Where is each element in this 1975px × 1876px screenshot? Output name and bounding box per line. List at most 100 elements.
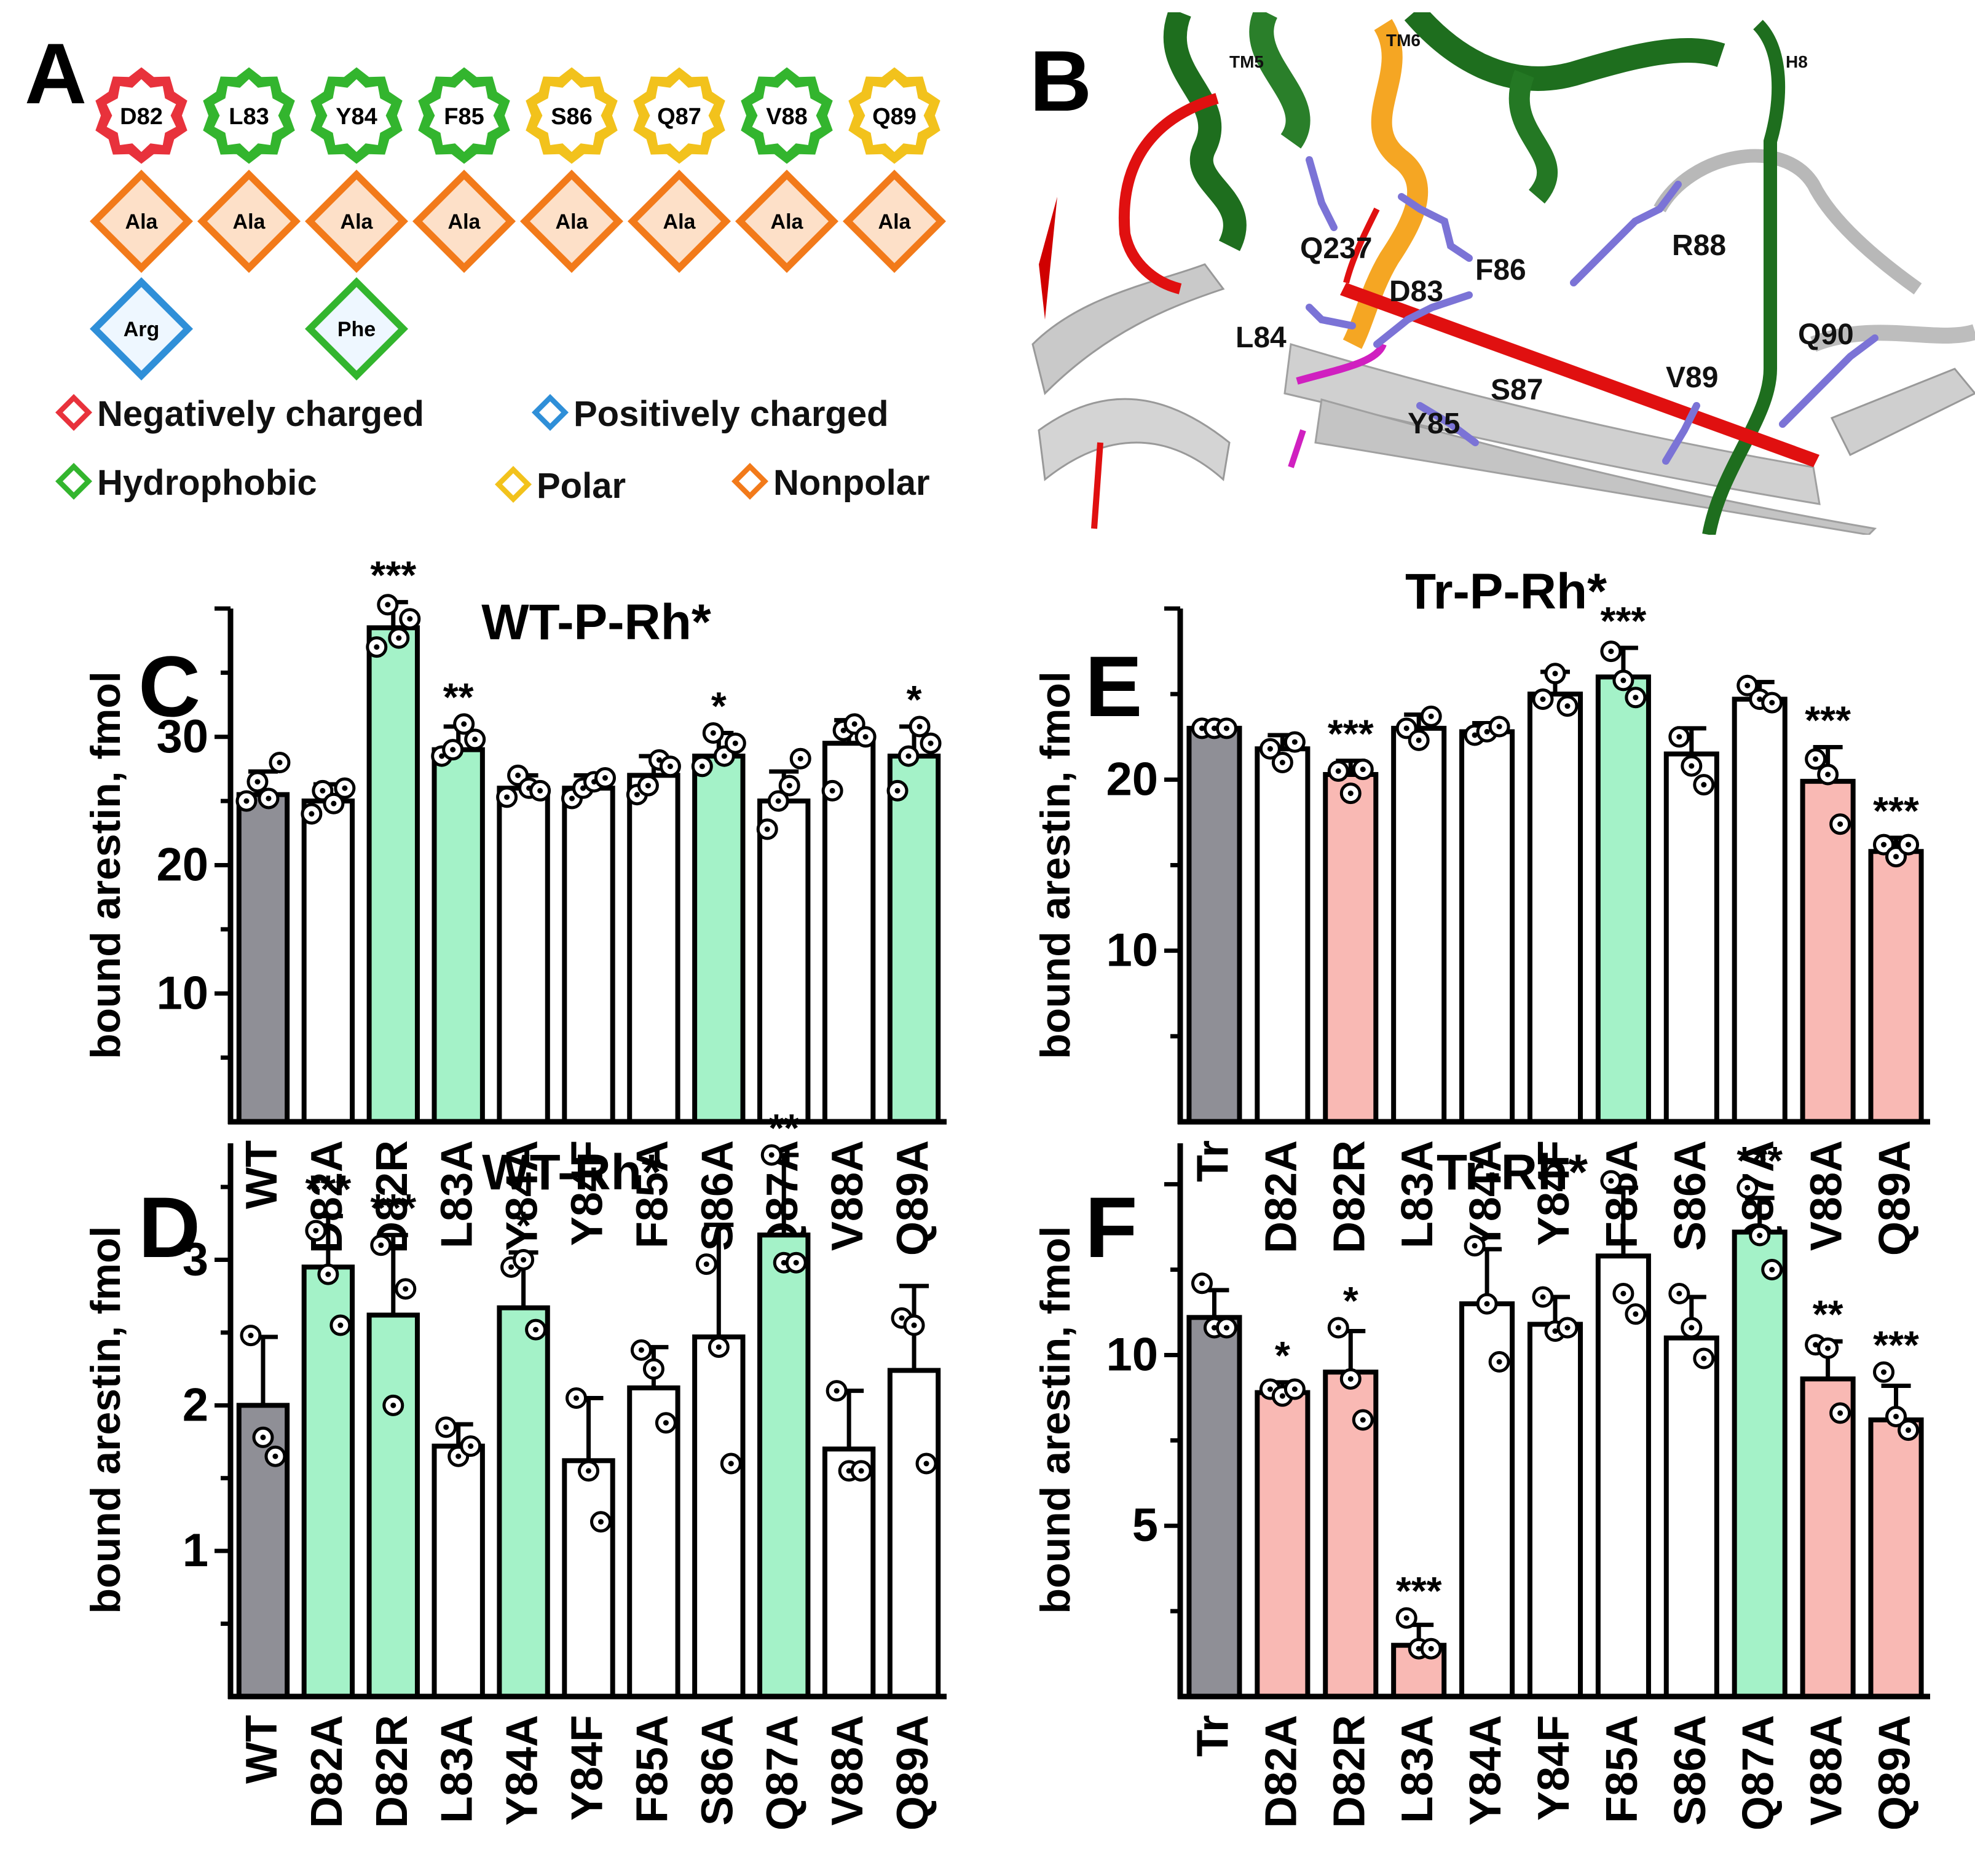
category-label: Q89A xyxy=(888,1140,937,1256)
legend-label-polar: Polar xyxy=(537,466,626,506)
category-label: Q87A xyxy=(758,1715,807,1831)
category-label: Y84A xyxy=(498,1140,547,1251)
ala-diamond-inner xyxy=(853,179,936,263)
residue-label: D82 xyxy=(120,104,163,130)
legend-swatch-inner xyxy=(502,473,524,495)
category-label: L83A xyxy=(1393,1140,1442,1248)
data-point-center xyxy=(715,1344,722,1350)
category-label: F85A xyxy=(628,1140,677,1248)
significance-mark: *** xyxy=(1328,712,1374,756)
structure-label: R88 xyxy=(1672,229,1726,262)
data-point-center xyxy=(1552,1328,1558,1334)
residue-legend: Negatively charged Positively charged Hydr… xyxy=(55,394,930,506)
residue-label: V88 xyxy=(766,104,808,130)
data-point-center xyxy=(1701,782,1707,788)
residue-label: S86 xyxy=(551,104,593,130)
legend-swatch-inner xyxy=(739,470,761,492)
significance-mark: * xyxy=(516,1204,531,1248)
data-point-center xyxy=(1893,854,1899,860)
bar-l83a xyxy=(1391,725,1447,1125)
substitution-label: Arg xyxy=(124,318,160,341)
category-label: F85A xyxy=(628,1715,677,1823)
data-point-center xyxy=(1540,1294,1546,1300)
bar-l83a xyxy=(432,747,485,1124)
residue-s86-inner xyxy=(534,76,610,156)
chart-title: Tr-Rh* xyxy=(1437,1145,1588,1200)
chart-panel-letter: D xyxy=(138,1179,200,1275)
data-point-center xyxy=(1496,1359,1502,1365)
category-label: F85A xyxy=(1598,1715,1647,1823)
data-point-center xyxy=(1416,737,1422,743)
data-point-center xyxy=(858,1468,864,1474)
data-point-center xyxy=(1620,1290,1626,1296)
bar-tr xyxy=(1186,1315,1242,1699)
data-point-center xyxy=(331,800,337,806)
category-label: D82R xyxy=(1325,1140,1374,1253)
category-label: WT xyxy=(237,1140,286,1209)
bar-y84f xyxy=(562,786,615,1124)
data-point-center xyxy=(325,1271,331,1277)
y-axis-label: bound arestin, fmol xyxy=(82,1226,129,1614)
data-point-center xyxy=(1689,763,1695,769)
data-point-center xyxy=(1633,695,1639,701)
bar-d82a xyxy=(301,798,355,1124)
data-point-center xyxy=(396,635,402,641)
bar-d82a xyxy=(1255,746,1311,1124)
category-label: Q89A xyxy=(1871,1715,1920,1831)
chart-panel-f: F Tr-Rh* bound arestin, fmol Tr * D82A * D82R **… xyxy=(1032,1138,1930,1831)
data-point-center xyxy=(899,1315,905,1321)
data-point-center xyxy=(732,740,738,746)
category-label: L83A xyxy=(433,1140,482,1248)
bar-v88a xyxy=(1800,1376,1856,1699)
category-label: WT xyxy=(237,1715,286,1784)
ala-label: Ala xyxy=(341,210,374,234)
data-point-center xyxy=(1813,756,1819,762)
data-point-center xyxy=(1428,713,1434,719)
significance-mark: * xyxy=(711,684,727,728)
y-tick-label: 3 xyxy=(183,1233,208,1285)
bar-v88a xyxy=(822,741,876,1124)
bar-s86a xyxy=(1663,751,1719,1125)
ala-label: Ala xyxy=(125,210,159,234)
category-label: V88A xyxy=(823,1140,872,1251)
panel-b-label: B xyxy=(1030,33,1092,129)
data-point-center xyxy=(650,1366,656,1372)
y-tick-label: 10 xyxy=(1106,1328,1158,1381)
data-point-center xyxy=(342,785,348,791)
data-point-center xyxy=(1472,732,1478,738)
data-point-center xyxy=(277,760,283,765)
data-point-center xyxy=(1893,1413,1899,1419)
bar-d82r xyxy=(1323,771,1379,1124)
data-point-center xyxy=(634,792,640,798)
data-point-center xyxy=(1906,841,1912,848)
structure-label: TM5 xyxy=(1229,52,1264,71)
chart-panel-letter: F xyxy=(1085,1179,1138,1275)
data-point-center xyxy=(266,795,272,802)
data-point-center xyxy=(703,1261,709,1267)
data-point-center xyxy=(313,1228,319,1234)
data-point-center xyxy=(667,763,673,770)
legend-swatch-inner xyxy=(539,401,561,424)
data-point-center xyxy=(1199,1280,1205,1287)
data-point-center xyxy=(1360,1417,1366,1423)
bar-q89a xyxy=(887,1368,941,1699)
data-point-center xyxy=(656,757,662,763)
category-label: Y84F xyxy=(1529,1140,1579,1246)
data-point-center xyxy=(834,1388,840,1394)
data-point-center xyxy=(580,785,586,791)
bar-d82a xyxy=(1255,1390,1311,1700)
data-point-center xyxy=(764,826,770,832)
ala-diamond-inner xyxy=(100,179,183,263)
significance-mark: ** xyxy=(443,675,474,719)
data-point-center xyxy=(574,1395,579,1401)
bar-tr xyxy=(1186,725,1242,1125)
significance-mark: *** xyxy=(370,1186,416,1230)
data-point-center xyxy=(1223,1325,1229,1331)
data-point-center xyxy=(793,1259,799,1266)
residue-label: L83 xyxy=(229,104,269,130)
data-point-center xyxy=(468,1443,474,1449)
data-point-center xyxy=(1279,1393,1285,1399)
bar-y84a xyxy=(497,786,550,1124)
data-point-center xyxy=(917,723,923,730)
